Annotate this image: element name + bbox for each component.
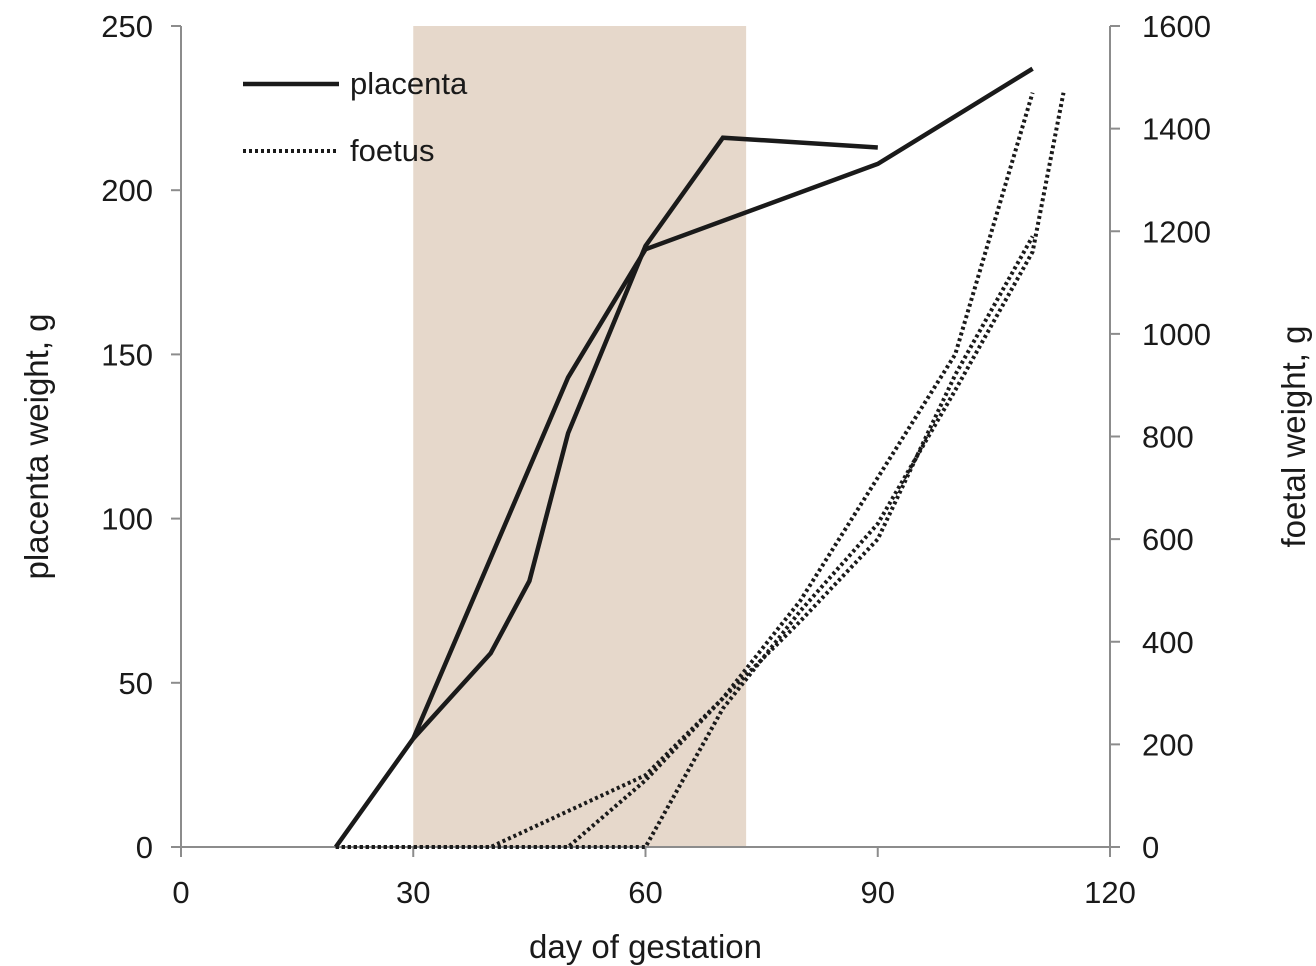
y2-tick-label: 1600 xyxy=(1142,9,1211,44)
foetus-line-4 xyxy=(335,92,1066,849)
y2-tick-label: 1000 xyxy=(1142,317,1211,352)
x-tick-label: 30 xyxy=(396,875,430,910)
y2-tick-label: 1400 xyxy=(1142,112,1211,147)
foetus-line-2 xyxy=(335,92,1035,849)
y-tick-label: 250 xyxy=(101,9,153,44)
y-tick-label: 200 xyxy=(101,173,153,208)
y2-tick-label: 0 xyxy=(1142,830,1159,865)
y2-tick-label: 1200 xyxy=(1142,214,1211,249)
y-tick-label: 100 xyxy=(101,502,153,537)
y-tick-label: 0 xyxy=(136,830,153,865)
x-tick-label: 120 xyxy=(1084,875,1136,910)
y-tick-label: 150 xyxy=(101,337,153,372)
x-tick-label: 60 xyxy=(628,875,662,910)
x-axis-title: day of gestation xyxy=(529,928,762,965)
gestation-shaded-region xyxy=(413,26,747,847)
x-tick-label: 90 xyxy=(861,875,895,910)
tick-labels: 0501001502002500200400600800100012001400… xyxy=(101,9,1211,910)
series-lines xyxy=(333,66,1066,849)
legend-placenta-label: placenta xyxy=(350,66,468,101)
y2-tick-label: 200 xyxy=(1142,727,1194,762)
x-tick-label: 0 xyxy=(172,875,189,910)
legend-foetus-label: foetus xyxy=(350,133,434,168)
y-tick-label: 50 xyxy=(119,666,153,701)
y2-tick-label: 800 xyxy=(1142,420,1194,455)
placenta-line-1 xyxy=(411,66,1034,740)
placenta-line-0 xyxy=(333,135,878,849)
y2-tick-label: 600 xyxy=(1142,522,1194,557)
legend: placenta foetus xyxy=(243,66,468,168)
y-axis-title: placenta weight, g xyxy=(18,313,55,579)
y2-tick-label: 400 xyxy=(1142,625,1194,660)
y2-axis-title: foetal weight, g xyxy=(1275,326,1312,548)
